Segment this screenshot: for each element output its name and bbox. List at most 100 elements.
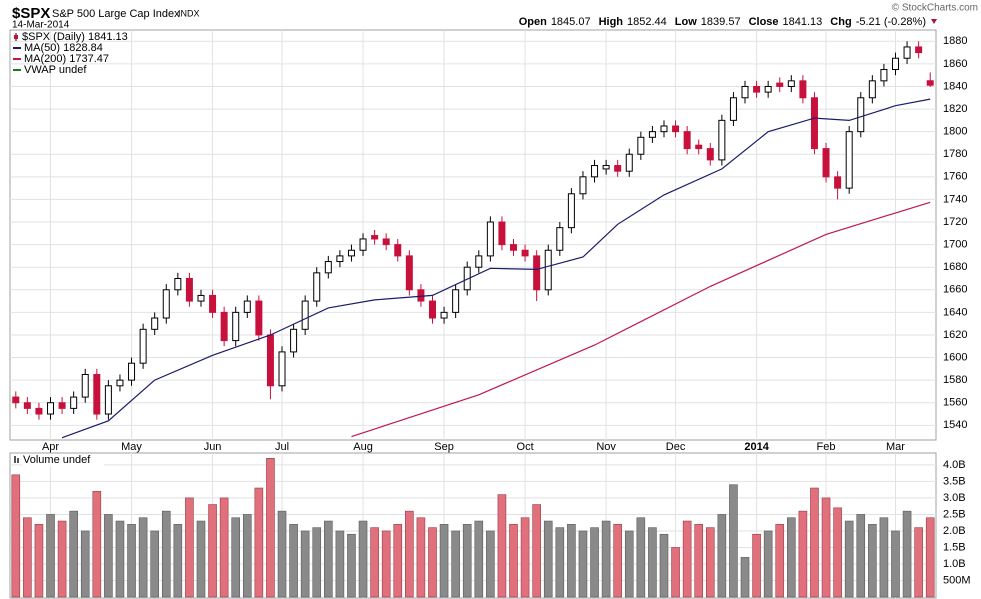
volume-bar	[358, 520, 368, 598]
candle-body	[104, 385, 112, 415]
legend-label: $SPX (Daily) 1841.13	[22, 31, 128, 43]
candle-body	[359, 238, 367, 251]
candle-body	[428, 300, 436, 319]
y-tick-label: 1540	[943, 419, 967, 431]
candle-body	[185, 277, 193, 302]
quote-value: 1841.13	[783, 16, 823, 28]
candle-body	[70, 396, 78, 409]
moving-average	[61, 98, 931, 439]
candle-body	[891, 57, 899, 71]
volume-bar	[648, 527, 657, 598]
candle-body	[614, 165, 622, 172]
moving-average	[351, 201, 931, 438]
volume-bar	[763, 530, 773, 598]
candle-body	[290, 328, 298, 353]
volume-bar	[11, 474, 21, 598]
y-tick-label: 1560	[943, 397, 967, 409]
x-tick-label: Nov	[596, 441, 616, 453]
candle-body	[324, 261, 332, 274]
quote-value: -5.21 (-0.28%)	[856, 16, 926, 28]
volume-bar	[821, 497, 831, 598]
volume-bar	[266, 458, 275, 598]
quote-value: 1839.57	[701, 16, 741, 28]
quote-label: Open	[519, 16, 547, 28]
volume-bar	[705, 527, 715, 598]
volume-bar	[474, 520, 484, 598]
volume-bar	[104, 514, 113, 598]
volume-bar	[92, 491, 102, 598]
quote-value: 1845.07	[551, 16, 591, 28]
volume-bar	[555, 527, 565, 598]
y-tick-label: 1620	[943, 329, 967, 341]
candle-body	[220, 311, 228, 342]
x-tick-label: Dec	[666, 441, 686, 453]
candle-body	[58, 402, 66, 409]
candle-body	[660, 125, 668, 133]
candle-body	[637, 136, 645, 155]
volume-title-bg	[22, 454, 104, 466]
y-tick-label: 1840	[943, 80, 967, 92]
candle-body	[683, 131, 691, 150]
symbol: $SPX	[12, 5, 50, 22]
y-tick-label: 2.0B	[943, 525, 966, 537]
y-tick-label: 1760	[943, 171, 967, 183]
volume-bar	[347, 533, 356, 598]
quote-label: Low	[675, 16, 697, 28]
volume-bar	[590, 527, 599, 598]
volume-bar	[613, 524, 622, 598]
candle-body	[278, 351, 286, 387]
candle-body	[35, 407, 43, 415]
volume-bar	[509, 524, 518, 598]
candle-body	[498, 221, 506, 246]
candle-body	[371, 235, 379, 240]
volume-bar	[34, 524, 44, 598]
candle-body	[440, 311, 448, 319]
volume-bar	[497, 494, 507, 598]
candle-body	[486, 221, 494, 257]
y-tick-label: 1600	[943, 351, 967, 363]
volume-title: Volume undef	[23, 454, 91, 466]
candle-body	[81, 373, 89, 398]
x-tick-label: Oct	[517, 441, 534, 453]
legend-label: MA(50) 1828.84	[24, 42, 103, 54]
y-tick-label: 1740	[943, 193, 967, 205]
candle-body	[741, 85, 749, 99]
volume-bar	[682, 520, 692, 598]
x-tick-label: 2014	[744, 441, 769, 453]
candle-body	[764, 85, 772, 93]
volume-bar	[879, 517, 889, 598]
candle-body	[845, 131, 853, 189]
volume-bar	[393, 524, 403, 598]
volume-bar	[161, 510, 171, 598]
volume-bar	[578, 530, 588, 598]
candle-body	[729, 97, 737, 121]
candle-body	[336, 255, 344, 263]
candle-body	[706, 148, 714, 161]
candle-body	[903, 46, 911, 59]
volume-bar	[242, 514, 252, 598]
candle-body	[718, 119, 726, 161]
volume-bar	[185, 497, 194, 598]
x-tick-label: Sep	[434, 441, 454, 453]
candle-body	[232, 311, 240, 342]
candle-body	[382, 238, 390, 246]
volume-bar	[208, 504, 217, 598]
y-tick-label: 1.5B	[943, 541, 966, 553]
volume-bar	[601, 520, 611, 598]
candle-body	[510, 244, 518, 251]
candle-body	[313, 272, 321, 302]
index-name: S&P 500 Large Cap Index	[52, 8, 180, 20]
volume-bar	[752, 533, 761, 598]
candle-body	[116, 379, 124, 387]
candle-body	[533, 255, 541, 291]
x-tick-label: May	[121, 441, 142, 453]
y-tick-label: 1720	[943, 216, 967, 228]
candle-body	[857, 97, 865, 133]
y-tick-label: 1880	[943, 35, 967, 47]
candle-body	[463, 266, 471, 291]
candle-body	[776, 82, 784, 87]
y-tick-label: 1820	[943, 103, 967, 115]
plot-layer: Apr May Jun Jul Aug Sep Oct Nov Dec 2014 Feb Mar 154…	[10, 30, 971, 598]
x-tick-label: Jun	[204, 441, 222, 453]
legend-icon-body	[14, 35, 18, 39]
